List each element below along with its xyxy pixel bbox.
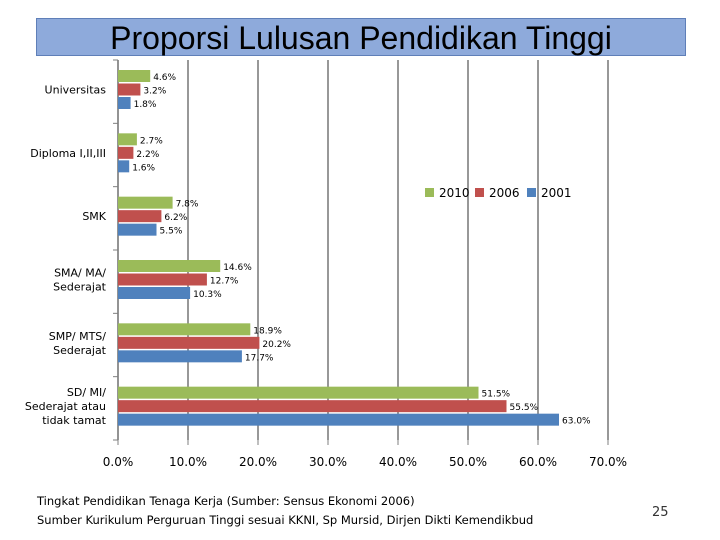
bar-2001: [118, 97, 131, 109]
data-label: 55.5%: [510, 403, 539, 413]
x-tick-label: 10.0%: [169, 455, 207, 469]
bar-2001: [118, 413, 559, 426]
category-label: SMK: [82, 210, 106, 223]
x-tick-label: 60.0%: [519, 455, 557, 469]
footer-source: Tingkat Pendidikan Tenaga Kerja (Sumber:…: [37, 492, 533, 530]
data-label: 5.5%: [160, 227, 183, 237]
x-tick-label: 30.0%: [309, 455, 347, 469]
bar-2010: [118, 196, 173, 209]
legend-swatch-2010: [425, 188, 434, 197]
bar-2001: [118, 287, 191, 299]
data-label: 4.6%: [153, 73, 176, 83]
data-label: 63.0%: [562, 417, 591, 427]
data-label: 6.2%: [164, 213, 187, 223]
category-label: Sederajat: [53, 344, 107, 357]
category-label: tidak tamat: [42, 414, 106, 427]
bar-2001: [118, 350, 242, 363]
category-label: SD/ MI/: [67, 386, 106, 399]
legend-label: 2001: [541, 186, 572, 200]
data-label: 2.2%: [136, 150, 159, 160]
bar-2010: [118, 260, 221, 272]
bar-2006: [118, 146, 134, 159]
x-tick-label: 50.0%: [449, 455, 487, 469]
page-title: Proporsi Lulusan Pendidikan Tinggi: [110, 20, 612, 56]
category-label: Sederajat: [53, 281, 107, 294]
legend-swatch-2006: [475, 188, 484, 197]
data-label: 1.8%: [134, 100, 157, 110]
bar-2006: [118, 273, 207, 286]
data-label: 10.3%: [193, 290, 222, 300]
footer-line-2: Sumber Kurikulum Perguruan Tinggi sesuai…: [37, 513, 534, 527]
bar-2010: [118, 323, 251, 336]
title-banner: Proporsi Lulusan Pendidikan Tinggi: [36, 18, 686, 56]
bar-2010: [118, 70, 151, 82]
data-label: 17.7%: [245, 353, 274, 363]
x-tick-label: 70.0%: [589, 455, 627, 469]
x-tick-label: 20.0%: [239, 455, 277, 469]
bar-2001: [118, 223, 157, 236]
data-label: 1.6%: [132, 163, 155, 173]
bar-2006: [118, 83, 141, 96]
legend-swatch-2001: [527, 188, 536, 197]
category-label: SMP/ MTS/: [49, 330, 107, 343]
data-label: 14.6%: [223, 263, 252, 273]
legend-label: 2010: [439, 186, 470, 200]
data-label: 3.2%: [143, 87, 166, 97]
bar-2010: [118, 133, 137, 146]
bar-2001: [118, 160, 130, 173]
category-label: SMA/ MA/: [54, 267, 106, 280]
data-label: 51.5%: [482, 390, 511, 400]
footer-line-1: Tingkat Pendidikan Tenaga Kerja (Sumber:…: [37, 494, 415, 508]
category-label: Universitas: [45, 84, 107, 97]
category-label: Diploma I,II,III: [30, 147, 106, 160]
bar-2006: [118, 210, 162, 223]
data-label: 20.2%: [262, 340, 291, 350]
x-tick-label: 0.0%: [103, 455, 134, 469]
data-label: 12.7%: [210, 277, 239, 287]
category-label: Sederajat atau: [25, 400, 106, 413]
bar-2010: [118, 386, 479, 399]
page-number: 25: [652, 505, 669, 520]
data-label: 7.8%: [176, 200, 199, 210]
bar-2006: [118, 336, 260, 349]
x-tick-label: 40.0%: [379, 455, 417, 469]
data-label: 18.9%: [253, 326, 282, 336]
bar-2006: [118, 400, 507, 413]
data-label: 2.7%: [140, 136, 163, 146]
legend-label: 2006: [489, 186, 520, 200]
